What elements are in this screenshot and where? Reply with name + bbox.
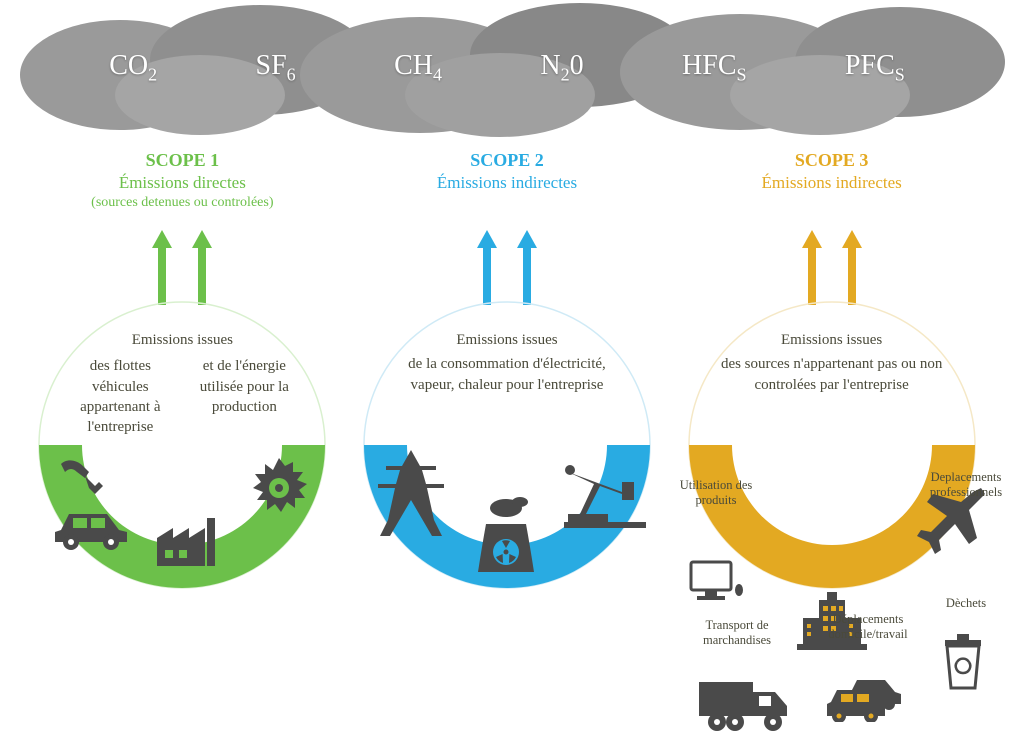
- scope1-subtitle: Émissions directes: [22, 173, 342, 193]
- scope3-icons: [687, 440, 977, 600]
- pylon-icon: [376, 450, 446, 536]
- scope2-subtitle: Émissions indirectes: [347, 173, 667, 193]
- scope2-text: de la consommation d'électricité, vapeur…: [387, 354, 627, 395]
- arrow-up-icon: [152, 230, 172, 305]
- gas-sf6: SF6: [256, 50, 296, 86]
- scope3-lead: Emissions issues: [712, 330, 952, 350]
- scope3-circle: Emissions issues des sources n'appartena…: [672, 300, 992, 600]
- arrow-up-icon: [802, 230, 822, 305]
- scope1-title: SCOPE 1: [22, 150, 342, 171]
- scope3-title: SCOPE 3: [672, 150, 992, 171]
- truck-icon: [697, 678, 793, 734]
- scope1-icons: [37, 440, 327, 600]
- ext-label-transport: Transport de marchandises: [682, 618, 792, 648]
- scope1-text-left: des flottes véhicules appartenant à l'en…: [65, 356, 175, 437]
- arrows-row: [0, 230, 1014, 305]
- ext-label-commute: Déplacements domicile/travail: [808, 612, 928, 642]
- oil-pump-icon: [564, 462, 646, 532]
- scope2-title: SCOPE 2: [347, 150, 667, 171]
- scope1-arrows: [22, 230, 342, 305]
- factory-icon: [155, 518, 221, 566]
- scope3-circle-text: Emissions issues des sources n'appartena…: [712, 330, 952, 395]
- scope-headers-row: SCOPE 1 Émissions directes (sources dete…: [0, 150, 1014, 211]
- arrow-up-icon: [477, 230, 497, 305]
- circles-row: Emissions issues des flottes véhicules a…: [0, 300, 1014, 600]
- scope1-text-right: et de l'énergie utilisée pour la product…: [189, 356, 299, 437]
- ext-label-waste: Dèchets: [936, 596, 996, 611]
- ext-label-travel-pro: Deplacements professionnels: [918, 470, 1014, 500]
- gas-ch4: CH4: [394, 50, 442, 86]
- fuel-pump-icon: [55, 458, 105, 502]
- scope1-note: (sources detenues ou controlées): [22, 195, 342, 211]
- scope2-icons: [362, 440, 652, 600]
- scope3-arrows: [672, 230, 992, 305]
- scope2-circle: Emissions issues de la consommation d'él…: [347, 300, 667, 600]
- gas-co2: CO2: [109, 50, 157, 86]
- scope2-arrows: [347, 230, 667, 305]
- scope3-subtitle: Émissions indirectes: [672, 173, 992, 193]
- gas-pfcs: PFCS: [845, 50, 905, 86]
- scope2-header: SCOPE 2 Émissions indirectes: [347, 150, 667, 211]
- arrow-up-icon: [517, 230, 537, 305]
- cloud-band: CO2 SF6 CH4 N20 HFCS PFCS: [0, 0, 1014, 135]
- cars-icon: [825, 672, 917, 722]
- scope2-lead: Emissions issues: [387, 330, 627, 350]
- gas-n2o: N20: [540, 50, 583, 86]
- saw-blade-icon: [247, 456, 311, 520]
- scope1-header: SCOPE 1 Émissions directes (sources dete…: [22, 150, 342, 211]
- nuclear-plant-icon: [468, 496, 546, 574]
- scope3-header: SCOPE 3 Émissions indirectes: [672, 150, 992, 211]
- scope3-text: des sources n'appartenant pas ou non con…: [712, 354, 952, 395]
- gas-labels: CO2 SF6 CH4 N20 HFCS PFCS: [0, 50, 1014, 86]
- car-icon: [51, 508, 131, 552]
- arrow-up-icon: [192, 230, 212, 305]
- ext-label-products: Utilisation des produits: [676, 478, 756, 508]
- scope1-lead: Emissions issues: [62, 330, 302, 350]
- recycle-bin-icon: [941, 632, 985, 690]
- scope1-circle: Emissions issues des flottes véhicules a…: [22, 300, 342, 600]
- arrow-up-icon: [842, 230, 862, 305]
- scope2-circle-text: Emissions issues de la consommation d'él…: [387, 330, 627, 395]
- gas-hfcs: HFCS: [682, 50, 746, 86]
- computer-icon: [689, 560, 745, 608]
- scope1-circle-text: Emissions issues des flottes véhicules a…: [62, 330, 302, 437]
